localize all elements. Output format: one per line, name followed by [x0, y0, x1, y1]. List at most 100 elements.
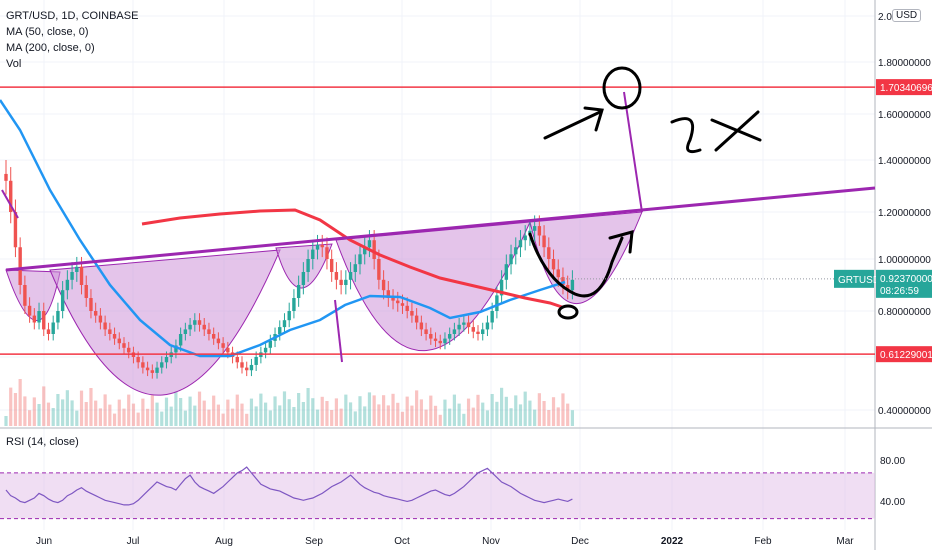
volume-bar	[476, 394, 480, 426]
legend-symbol[interactable]: GRT/USD, 1D, COINBASE	[6, 10, 139, 22]
volume-bar	[448, 408, 452, 426]
candle-body	[471, 327, 475, 332]
candle-body	[150, 370, 155, 373]
candle-body	[197, 320, 202, 325]
volume-bar	[155, 402, 159, 426]
volume-bar	[212, 395, 216, 426]
price-level-label: 0.61229001	[880, 350, 932, 361]
candle-body	[112, 334, 117, 339]
x-tick-label: Feb	[754, 536, 772, 547]
volume-bar	[466, 398, 471, 426]
candle-body	[320, 244, 324, 248]
candle-body	[75, 266, 79, 272]
candle-body	[367, 240, 372, 248]
candle-body	[447, 334, 452, 339]
candle-body	[103, 322, 107, 330]
volume-bar	[141, 398, 145, 426]
volume-bar	[127, 394, 131, 426]
volume-bar	[174, 391, 178, 426]
volume-bar	[495, 401, 499, 426]
volume-bar	[117, 399, 121, 426]
volume-bar	[556, 407, 560, 426]
candle-body	[476, 331, 480, 334]
candle-body	[325, 247, 329, 259]
candle-body	[226, 347, 230, 353]
target-circle-drawing	[602, 66, 642, 110]
volume-bar	[334, 398, 338, 426]
rsi-legend[interactable]: RSI (14, close)	[6, 436, 79, 448]
volume-bar	[254, 406, 258, 426]
candle-body	[358, 254, 362, 265]
candle-body	[27, 305, 32, 316]
volume-bar	[75, 410, 79, 426]
candle-body	[414, 315, 419, 323]
volume-bar	[457, 403, 461, 426]
ticker-label: GRTUSD	[838, 275, 880, 286]
candle-body	[301, 272, 306, 285]
y-tick-label: 1.00000000	[878, 255, 931, 266]
volume-bar	[169, 406, 173, 426]
volume-bar	[518, 404, 523, 426]
volume-bar	[382, 395, 386, 426]
candle-body	[263, 347, 268, 353]
volume-bar	[230, 408, 235, 426]
candle-body	[164, 357, 169, 363]
pattern-right-cup	[335, 221, 531, 352]
candle-body	[542, 235, 546, 248]
candle-body	[329, 259, 334, 272]
volume-bar	[377, 404, 381, 426]
volume-bar	[150, 394, 154, 426]
legend-ma200[interactable]: MA (200, close, 0)	[6, 42, 95, 54]
volume-bar	[330, 410, 334, 426]
volume-bar	[500, 387, 504, 426]
candle-body	[405, 305, 409, 311]
candle-body	[235, 357, 239, 363]
volume-bar	[306, 388, 310, 426]
volume-bar	[42, 386, 46, 426]
currency-button[interactable]: USD	[892, 9, 922, 22]
volume-bar	[164, 397, 169, 426]
legend-vol[interactable]: Vol	[6, 58, 22, 70]
annotation-2x-drawing	[670, 110, 762, 154]
candle-body	[339, 279, 343, 285]
volume-bar	[547, 410, 551, 426]
legend-ma50[interactable]: MA (50, close, 0)	[6, 26, 89, 38]
candle-body	[565, 285, 570, 291]
candle-body	[136, 357, 140, 363]
volume-bar	[268, 410, 272, 426]
candle-body	[84, 285, 88, 298]
volume-bar	[84, 402, 88, 426]
volume-bar	[561, 393, 565, 426]
countdown-label: 08:26:59	[880, 286, 919, 297]
x-tick-label: 2022	[661, 536, 684, 547]
rsi-tick-label: 40.00	[880, 497, 905, 508]
candle-body	[561, 277, 565, 285]
candle-body	[334, 272, 339, 280]
candle-body	[363, 247, 367, 255]
volume-bar	[70, 400, 74, 426]
x-tick-label: Sep	[305, 536, 323, 547]
candle-body	[37, 311, 41, 323]
volume-bar	[131, 403, 136, 426]
volume-bar	[551, 397, 556, 426]
volume-bar	[405, 396, 409, 426]
volume-bar	[245, 413, 249, 426]
volume-bar	[193, 405, 197, 426]
candle-body	[117, 338, 121, 344]
volume-bar	[438, 414, 442, 426]
candle-body	[60, 290, 65, 311]
candle-body	[207, 329, 211, 334]
candle-body	[278, 327, 282, 334]
volume-bar	[32, 397, 36, 426]
candle-body	[509, 254, 513, 265]
candle-body	[344, 279, 348, 285]
volume-bar	[372, 395, 376, 426]
candle-body	[429, 334, 433, 339]
candle-body	[122, 343, 126, 348]
volume-bar	[51, 408, 55, 426]
candle-body	[495, 295, 499, 311]
candle-body	[547, 247, 551, 259]
volume-bar	[509, 408, 513, 426]
volume-bar	[490, 394, 494, 426]
